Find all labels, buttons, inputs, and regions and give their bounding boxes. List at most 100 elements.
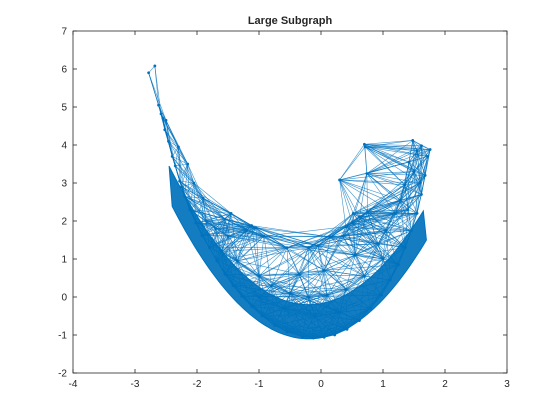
graph-node (420, 144, 423, 148)
graph-edge (367, 211, 387, 231)
graph-node (418, 181, 422, 185)
graph-edge (299, 273, 328, 296)
graph-edge (221, 227, 257, 252)
graph-node (170, 155, 174, 158)
graph-node (322, 335, 326, 339)
graph-edge (193, 182, 207, 222)
graph-edge (258, 270, 325, 277)
graph-node (389, 278, 392, 282)
graph-edge (364, 140, 413, 145)
graph-edge (339, 179, 408, 210)
graph-node (220, 250, 224, 253)
graph-edge (413, 171, 421, 184)
graph-node (250, 305, 253, 308)
graph-edge (400, 199, 409, 210)
graph-edge (299, 273, 365, 277)
graph-edge (224, 218, 265, 237)
graph-edge (224, 219, 229, 237)
graph-node (204, 219, 208, 223)
graph-edge (251, 225, 309, 248)
graph-edge (359, 217, 379, 244)
graph-edge (407, 162, 410, 210)
graph-edge (351, 222, 387, 231)
graph-edge (366, 171, 415, 174)
graph-node (254, 226, 258, 230)
x-tick-label: 1 (380, 379, 386, 390)
graph-node (257, 274, 261, 278)
graph-node (307, 295, 310, 299)
graph-node (365, 172, 369, 175)
graph-edge (289, 292, 309, 298)
graph-node (273, 324, 276, 327)
graph-edge (351, 222, 406, 248)
graph-edge (263, 235, 300, 275)
graph-node (380, 293, 384, 297)
graph-node (214, 227, 218, 231)
graph-node (325, 293, 329, 297)
graph-edge (263, 226, 346, 237)
graph-node (358, 215, 361, 219)
graph-node (282, 307, 286, 310)
graph-edge (271, 285, 309, 298)
graph-edge (299, 270, 325, 275)
graph-edge (179, 180, 232, 214)
graph-edge (407, 194, 422, 210)
graph-node (403, 246, 407, 250)
graph-edge (181, 186, 216, 229)
graph-edge (164, 120, 167, 130)
y-tick-label: 4 (61, 141, 67, 152)
graph-node (384, 229, 388, 232)
graph-edge (299, 247, 309, 275)
graph-edge (382, 213, 396, 260)
graph-node (208, 246, 211, 250)
graph-edge (345, 243, 379, 290)
graph-node (394, 212, 397, 215)
axes-box (72, 30, 508, 374)
graph-node (344, 225, 348, 229)
graph-edge (411, 182, 421, 231)
graph-edge (354, 217, 360, 256)
graph-edge (187, 163, 190, 210)
graph-edge (178, 146, 182, 187)
graph-edge (339, 179, 354, 214)
graph-edge (408, 150, 418, 163)
graph-node (235, 259, 239, 263)
graph-node (403, 183, 407, 187)
y-tick-label: 0 (61, 293, 67, 304)
graph-node (167, 139, 170, 143)
graph-edge (345, 226, 356, 256)
graph-edge (168, 141, 188, 165)
graph-edge (330, 236, 384, 260)
graph-edge (359, 209, 408, 218)
graph-edge (377, 213, 418, 245)
graph-edge (377, 209, 409, 244)
graph-node (147, 71, 151, 75)
graph-edge (366, 173, 408, 210)
graph-edge (181, 163, 188, 187)
graph-edge (286, 247, 291, 294)
graph-node (178, 179, 182, 183)
graph-node (183, 194, 187, 198)
graph-node (245, 229, 249, 232)
graph-edge (351, 173, 368, 223)
graph-node (223, 272, 227, 276)
graph-edge (366, 173, 401, 201)
graph-edge (317, 245, 365, 277)
graph-node (397, 263, 400, 267)
graph-node (345, 327, 349, 331)
graph-edge (364, 146, 405, 186)
graph-edge (353, 182, 421, 214)
graph-node (412, 170, 416, 174)
graph-edge (189, 209, 232, 214)
graph-edge (271, 247, 309, 286)
graph-edge (355, 254, 384, 260)
graph-edge (227, 236, 238, 262)
graph-edge (339, 171, 415, 181)
graph-edge (412, 140, 422, 147)
y-tick-label: -1 (58, 331, 67, 342)
graph-edge (154, 65, 162, 114)
graph-edge (258, 245, 319, 277)
graph-edge (317, 245, 384, 260)
graph-node (353, 253, 357, 257)
graph-node (328, 235, 332, 239)
